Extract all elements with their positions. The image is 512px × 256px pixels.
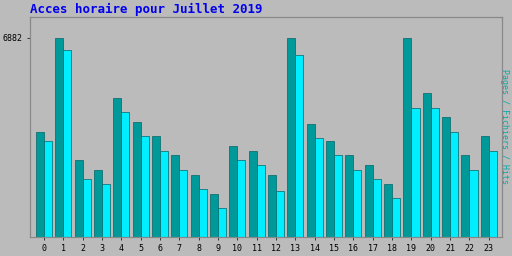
Bar xyxy=(489,151,497,256)
Bar xyxy=(470,170,478,256)
Bar xyxy=(461,155,470,256)
Bar xyxy=(431,108,439,256)
Bar xyxy=(287,38,295,256)
Bar xyxy=(55,38,63,256)
Bar xyxy=(248,151,257,256)
Bar xyxy=(238,160,245,256)
Bar xyxy=(307,124,315,256)
Bar xyxy=(199,189,207,256)
Bar xyxy=(450,132,458,256)
Bar xyxy=(133,122,141,256)
Bar xyxy=(481,136,489,256)
Bar xyxy=(229,146,238,256)
Bar xyxy=(63,50,71,256)
Bar xyxy=(94,170,102,256)
Bar xyxy=(171,155,179,256)
Bar xyxy=(257,165,265,256)
Bar xyxy=(315,138,323,256)
Bar xyxy=(353,170,361,256)
Bar xyxy=(113,98,121,256)
Bar xyxy=(121,112,130,256)
Bar xyxy=(295,55,304,256)
Bar xyxy=(365,165,373,256)
Bar xyxy=(334,155,342,256)
Bar xyxy=(276,191,284,256)
Bar xyxy=(152,136,160,256)
Bar xyxy=(384,184,392,256)
Bar xyxy=(218,208,226,256)
Bar xyxy=(411,108,419,256)
Bar xyxy=(141,136,149,256)
Bar xyxy=(392,198,400,256)
Bar xyxy=(210,194,218,256)
Bar xyxy=(102,184,110,256)
Text: Acces horaire pour Juillet 2019: Acces horaire pour Juillet 2019 xyxy=(30,3,263,16)
Bar xyxy=(373,179,381,256)
Bar xyxy=(75,160,82,256)
Bar xyxy=(190,175,199,256)
Bar xyxy=(403,38,411,256)
Bar xyxy=(345,155,353,256)
Bar xyxy=(326,141,334,256)
Bar xyxy=(82,179,91,256)
Bar xyxy=(160,151,168,256)
Y-axis label: Pages / Fichiers / Hits: Pages / Fichiers / Hits xyxy=(500,69,509,184)
Bar xyxy=(44,141,52,256)
Bar xyxy=(179,170,187,256)
Bar xyxy=(268,175,276,256)
Bar xyxy=(36,132,44,256)
Bar xyxy=(442,117,450,256)
Bar xyxy=(422,93,431,256)
